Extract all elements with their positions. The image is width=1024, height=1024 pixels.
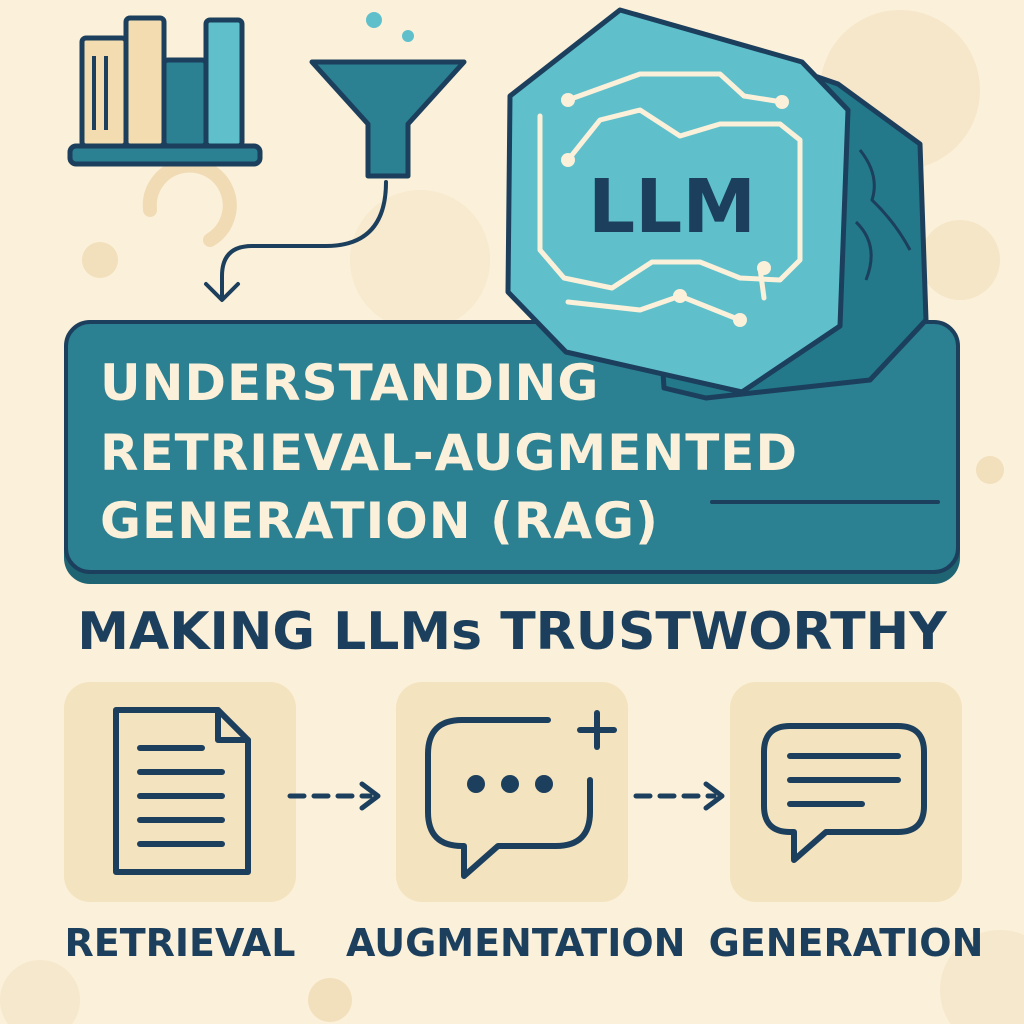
chat-plus-icon [425, 710, 617, 879]
arrow-right-icon [287, 781, 381, 811]
flow-arrow-icon [204, 180, 388, 302]
subtitle: MAKING LLMs TRUSTWORTHY [77, 602, 947, 662]
hero-illustration: LLM [67, 7, 929, 401]
document-icon [113, 707, 251, 875]
step-label-generation: GENERATION [708, 921, 984, 965]
step-label-augmentation: AUGMENTATION [346, 921, 686, 965]
llm-chip-icon [505, 7, 929, 401]
banner-underline [710, 500, 940, 504]
funnel-icon [309, 12, 467, 179]
llm-chip-label: LLM [588, 164, 756, 250]
arrow-right-icon [633, 781, 725, 811]
chat-dots-icon [467, 775, 553, 793]
title-line-2: RETRIEVAL-AUGMENTED [100, 424, 798, 482]
title-line-1: UNDERSTANDING [100, 354, 600, 412]
chat-lines-icon [761, 723, 927, 863]
step-label-retrieval: RETRIEVAL [64, 921, 296, 965]
step-card-retrieval [64, 682, 296, 902]
books-icon [67, 15, 263, 167]
title-line-3: GENERATION (RAG) [100, 492, 659, 550]
